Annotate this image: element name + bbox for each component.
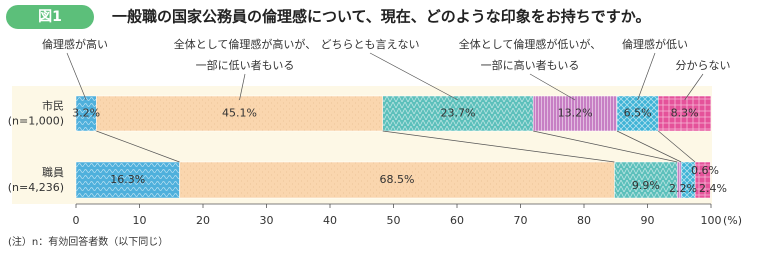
x-tick-label: 40 [323,214,337,227]
y-tick-label: (n=1,000) [8,115,64,128]
value-label: 23.7% [440,107,475,120]
bar-segment [658,95,712,132]
bar-segment [179,161,615,199]
leader-line [66,52,87,101]
connector-line [533,130,678,163]
leader-line [684,73,704,101]
x-tick-label: 100 [701,214,722,227]
x-tick-label: 30 [260,214,274,227]
value-label: 2.2% [669,182,697,195]
leader-line [369,52,459,101]
x-tick-label: 20 [196,214,210,227]
value-label: 45.1% [222,107,257,120]
x-tick-label: 0 [73,214,80,227]
value-label: 3.2% [72,107,100,120]
leader-line [529,73,576,101]
x-tick-label: 60 [450,214,464,227]
note: (注）n：有効回答者数（以下同じ） [8,235,168,248]
value-label: 13.2% [558,107,593,120]
value-label: 68.5% [380,173,415,186]
value-label: 6.5% [624,107,652,120]
figure-label: 図1 [38,9,62,25]
legend-label: 全体として倫理感が高いが、一部に低い者もいる [174,37,316,72]
x-axis-label: (%) [723,214,742,227]
value-label: 2.4% [699,182,727,195]
y-tick-label: 職員 [42,166,64,179]
x-tick-label: 50 [387,214,401,227]
value-label: 16.3% [110,173,145,186]
legend-label: 分からない [676,59,731,72]
figure-badge [6,5,94,29]
leader-line [637,52,656,101]
x-tick-label: 10 [133,214,147,227]
x-tick-label: 80 [577,214,591,227]
value-label: 0.6% [691,164,719,177]
connector-line [658,130,696,163]
legend-label: 全体として倫理感が低いが、一部に高い者もいる [459,37,601,72]
x-tick-label: 90 [641,214,655,227]
value-label: 8.3% [671,107,699,120]
bar-segment [532,95,618,132]
bar-segment [382,95,534,132]
y-tick-label: 市民 [42,99,64,113]
value-label: 9.9% [632,179,660,192]
leader-line [239,73,246,101]
connector-line [96,130,180,163]
bar-segment [75,161,180,199]
bar-segment [614,161,678,199]
chart-title: 一般職の国家公務員の倫理感について、現在、どのような印象をお持ちですか。 [112,8,651,26]
connector-line [616,130,682,163]
legend-label: 倫理感が高い [42,37,108,51]
y-tick-label: (n=4,236) [8,181,64,194]
bar-segment [616,95,659,132]
legend-label: どちらとも言えない [321,38,420,51]
legend-label: 倫理感が低い [622,37,688,51]
x-tick-label: 70 [514,214,528,227]
bar-segment [694,161,711,199]
connector-line [382,130,615,163]
